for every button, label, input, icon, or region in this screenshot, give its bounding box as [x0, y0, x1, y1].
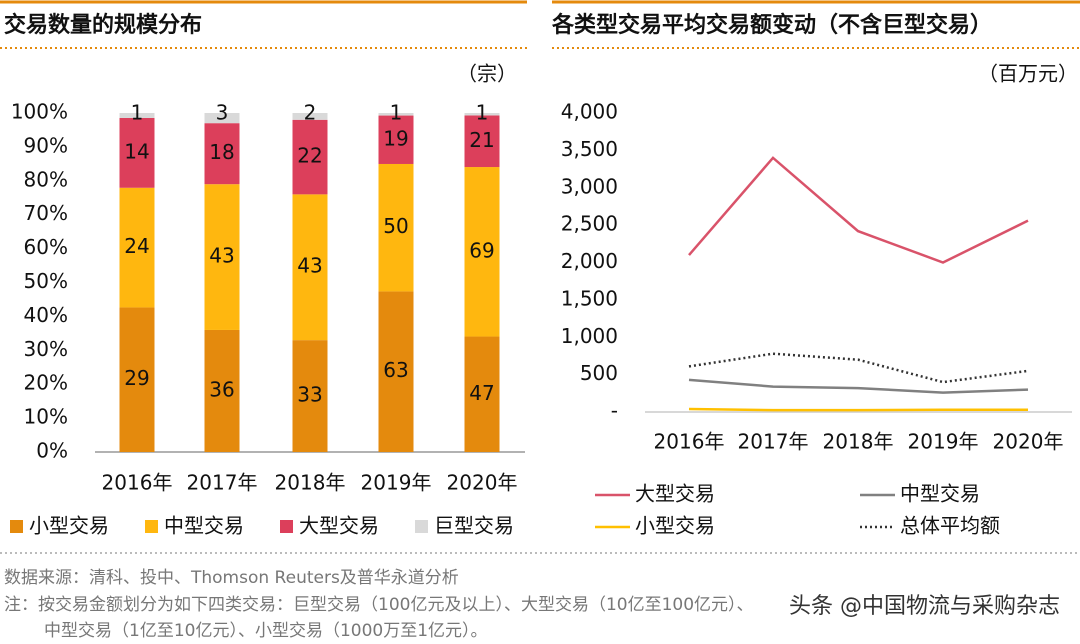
legend-label: 中型交易 [164, 514, 244, 538]
data-label: 47 [469, 381, 494, 405]
bar-segment [204, 184, 240, 330]
y-tick-label: 0% [36, 439, 68, 463]
line-series [688, 378, 1029, 394]
bar-segment [378, 115, 414, 164]
data-label: 14 [124, 139, 149, 163]
bar-segment [119, 187, 155, 308]
y-tick-label: 1,000 [561, 324, 618, 348]
legend-label: 小型交易 [29, 514, 109, 538]
data-label: 29 [124, 366, 149, 390]
x-tick-label: 2017年 [187, 471, 258, 495]
x-tick-label: 2016年 [102, 471, 173, 495]
data-label: 43 [297, 254, 322, 278]
watermark: 头条 @中国物流与采购杂志 [789, 594, 1060, 619]
data-label: 1 [476, 101, 489, 125]
chart-title: 各类型交易平均交易额变动（不含巨型交易） [551, 12, 992, 38]
x-tick-label: 2020年 [447, 471, 518, 495]
bar-segment [119, 117, 155, 188]
x-tick-label: 2018年 [275, 471, 346, 495]
line-series [688, 156, 1029, 264]
legend-swatch [280, 520, 293, 533]
data-label: 43 [209, 244, 234, 268]
bar-segment [464, 167, 500, 337]
line-series [688, 407, 1028, 412]
source: 数据来源：清科、投中、Thomson Reuters及普华永道分析 [4, 568, 459, 588]
y-tick-label: 1,500 [561, 286, 618, 310]
y-tick-label: 60% [24, 235, 68, 259]
bar-segment [204, 329, 240, 452]
data-label: 50 [383, 214, 408, 238]
legend-swatch [145, 520, 158, 533]
legend-label: 总体平均额 [900, 514, 1000, 538]
bar-segment [464, 115, 500, 168]
legend-swatch [10, 520, 23, 533]
data-label: 36 [209, 377, 234, 401]
data-label: 3 [216, 101, 229, 125]
data-label: 22 [297, 144, 322, 168]
y-tick-label: 4,000 [561, 100, 618, 124]
bar-segment [119, 307, 155, 452]
bar-segment [292, 340, 328, 452]
y-tick-label: 90% [24, 133, 68, 157]
bar-segment [378, 163, 414, 292]
x-tick-label: 2017年 [738, 430, 809, 454]
data-label: 33 [297, 383, 322, 407]
y-tick-label: 30% [24, 337, 68, 361]
bar-segment [204, 123, 240, 185]
bar-segment [292, 194, 328, 341]
y-tick-label: 50% [24, 269, 68, 293]
chart-title: 交易数量的规模分布 [4, 12, 202, 38]
unit-label: （百万元） [978, 62, 1078, 86]
x-tick-label: 2019年 [361, 471, 432, 495]
bar-segment [119, 113, 155, 118]
y-tick-label: 70% [24, 201, 68, 225]
y-tick-label: 10% [24, 405, 68, 429]
legend-label: 巨型交易 [434, 514, 514, 538]
bar-segment [464, 113, 500, 116]
legend-label: 中型交易 [900, 482, 980, 506]
bar-segment [378, 113, 414, 116]
data-label: 63 [383, 358, 408, 382]
legend-label: 大型交易 [299, 514, 379, 538]
data-label: 24 [124, 234, 149, 258]
data-label: 2 [304, 101, 317, 125]
y-tick-label: 100% [11, 100, 68, 124]
bar-segment [204, 113, 240, 124]
unit-label: （宗） [457, 62, 517, 86]
y-tick-label: 2,000 [561, 249, 618, 273]
y-tick-label: 40% [24, 303, 68, 327]
y-tick-label: 500 [580, 361, 618, 385]
data-label: 18 [209, 140, 234, 164]
bar-segment [378, 291, 414, 452]
legend-label: 大型交易 [635, 482, 715, 506]
legend-swatch [415, 520, 428, 533]
x-tick-label: 2018年 [823, 430, 894, 454]
y-tick-label: 80% [24, 167, 68, 191]
y-tick-label: 2,500 [561, 212, 618, 236]
y-tick-label: 3,000 [561, 174, 618, 198]
x-tick-label: 2019年 [908, 430, 979, 454]
note: 注：按交易金额划分为如下四类交易：巨型交易（100亿元及以上）、大型交易（10亿… [4, 595, 754, 615]
data-label: 69 [469, 238, 494, 262]
data-label: 1 [131, 101, 144, 125]
y-tick-label: 20% [24, 371, 68, 395]
bar-segment [464, 336, 500, 452]
y-tick-label: - [611, 399, 618, 423]
data-label: 21 [469, 128, 494, 152]
bar-segment [292, 113, 328, 120]
y-tick-label: 3,500 [561, 137, 618, 161]
line-series [688, 352, 1029, 384]
data-label: 19 [383, 126, 408, 150]
legend-label: 小型交易 [635, 514, 715, 538]
x-tick-label: 2020年 [993, 430, 1064, 454]
x-tick-label: 2016年 [654, 430, 725, 454]
data-label: 1 [390, 101, 403, 125]
note: 中型交易（1亿至10亿元）、小型交易（1000万至1亿元）。 [44, 621, 488, 641]
bar-segment [292, 119, 328, 195]
